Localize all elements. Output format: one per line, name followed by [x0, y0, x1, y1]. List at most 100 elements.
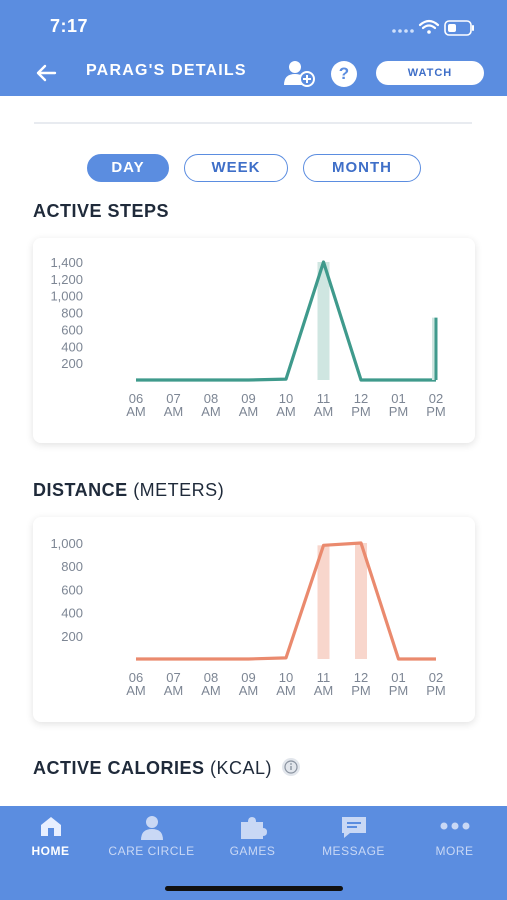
info-icon[interactable] [281, 758, 300, 777]
status-icons [392, 19, 474, 36]
nav-message-label: MESSAGE [322, 844, 385, 858]
highlight-bar [317, 262, 330, 380]
home-indicator [165, 886, 343, 891]
series-line [136, 260, 436, 382]
distance-card: 200 400 600 800 1,000 06 AM 07 AM 08 AM 09 AM 10 AM 11 A… [33, 517, 475, 722]
wifi-icon [418, 19, 440, 34]
back-arrow-icon[interactable] [34, 61, 58, 85]
nav-more-label: MORE [435, 844, 474, 858]
nav-home-label: HOME [31, 844, 70, 858]
divider [34, 122, 472, 124]
x-tick-hour: 08 [204, 391, 218, 406]
tab-month[interactable]: MONTH [303, 154, 421, 182]
nav-care-circle[interactable]: CARE CIRCLE [101, 806, 202, 876]
y-tick-label: 1,400 [50, 255, 83, 270]
x-tick-hour: 07 [166, 670, 180, 685]
bottom-nav: HOME CARE CIRCLE GAMES MESSAGE MORE [0, 806, 507, 900]
x-tick-hour: 07 [166, 391, 180, 406]
x-tick-ampm: AM [126, 683, 146, 698]
x-tick-hour: 12 [354, 391, 368, 406]
x-tick-ampm: AM [276, 683, 296, 698]
more-icon [440, 822, 469, 830]
y-tick-label: 400 [61, 339, 83, 354]
active-steps-card: 200 400 600 800 1,000 1,200 1,400 06 AM 07 AM 08 AM 0… [33, 238, 475, 443]
x-tick-ampm: PM [426, 404, 446, 419]
active-steps-title: ACTIVE STEPS [33, 201, 169, 222]
x-tick-hour: 09 [241, 391, 255, 406]
highlight-bar [355, 543, 367, 659]
distance-chart: 2004006008001,00006AM07AM08AM09AM10AM11A… [50, 536, 446, 698]
distance-title-text: DISTANCE [33, 480, 128, 500]
x-tick-hour: 02 [429, 670, 443, 685]
watch-button[interactable]: WATCH [376, 61, 484, 85]
y-tick-label: 600 [61, 322, 83, 337]
message-icon [341, 817, 366, 838]
y-tick-label: 400 [61, 606, 83, 621]
distance-title: DISTANCE (METERS) [33, 480, 224, 501]
spike-bar [432, 317, 436, 380]
x-tick-hour: 01 [391, 670, 405, 685]
active-steps-title-text: ACTIVE STEPS [33, 201, 170, 221]
nav-games[interactable]: GAMES [202, 806, 303, 876]
x-tick-hour: 08 [204, 670, 218, 685]
x-tick-ampm: AM [164, 683, 184, 698]
add-user-icon[interactable] [282, 59, 316, 87]
x-tick-ampm: AM [314, 404, 334, 419]
active-calories-unit: (KCAL) [210, 758, 273, 778]
app-header: 7:17 PARAG'S DETAILS ? WATCH [0, 0, 507, 96]
y-tick-label: 1,000 [50, 536, 83, 551]
help-icon[interactable]: ? [331, 61, 357, 87]
home-icon [40, 817, 61, 836]
x-tick-ampm: PM [351, 404, 371, 419]
x-tick-ampm: AM [201, 404, 221, 419]
signal-icon [392, 29, 414, 33]
battery-icon [444, 20, 474, 36]
x-tick-ampm: AM [201, 683, 221, 698]
highlight-bar [317, 545, 330, 659]
active-calories-title-text: ACTIVE CALORIES [33, 758, 205, 778]
tab-day[interactable]: DAY [87, 154, 169, 182]
x-tick-hour: 11 [317, 670, 331, 685]
active-calories-title: ACTIVE CALORIES (KCAL) [33, 758, 300, 779]
y-tick-label: 1,000 [50, 289, 83, 304]
y-tick-label: 200 [61, 356, 83, 371]
y-tick-label: 1,200 [50, 272, 83, 287]
distance-unit: (METERS) [133, 480, 225, 500]
x-tick-hour: 11 [317, 391, 331, 406]
x-tick-ampm: PM [351, 683, 371, 698]
nav-games-label: GAMES [229, 844, 276, 858]
x-tick-ampm: AM [314, 683, 334, 698]
nav-care-circle-label: CARE CIRCLE [108, 844, 195, 858]
puzzle-icon [240, 817, 267, 839]
x-tick-ampm: AM [239, 404, 259, 419]
x-tick-ampm: PM [389, 683, 409, 698]
nav-more[interactable]: MORE [404, 806, 505, 876]
y-tick-label: 800 [61, 559, 83, 574]
series-line [136, 541, 436, 661]
x-tick-hour: 06 [129, 670, 143, 685]
page-title: PARAG'S DETAILS [86, 62, 247, 79]
x-tick-hour: 09 [241, 670, 255, 685]
x-tick-ampm: AM [239, 683, 259, 698]
x-tick-ampm: AM [164, 404, 184, 419]
x-tick-hour: 06 [129, 391, 143, 406]
tab-week[interactable]: WEEK [184, 154, 288, 182]
header-row: PARAG'S DETAILS ? WATCH [0, 58, 507, 88]
x-tick-ampm: AM [276, 404, 296, 419]
x-tick-hour: 01 [391, 391, 405, 406]
status-time: 7:17 [50, 16, 89, 36]
y-tick-label: 600 [61, 582, 83, 597]
x-tick-hour: 10 [279, 391, 293, 406]
y-tick-label: 200 [61, 629, 83, 644]
person-icon [140, 816, 163, 840]
active-steps-chart: 2004006008001,0001,2001,40006AM07AM08AM0… [50, 255, 446, 419]
x-tick-ampm: PM [389, 404, 409, 419]
nav-home[interactable]: HOME [0, 806, 101, 876]
y-tick-label: 800 [61, 306, 83, 321]
x-tick-hour: 12 [354, 670, 368, 685]
x-tick-ampm: AM [126, 404, 146, 419]
x-tick-hour: 02 [429, 391, 443, 406]
nav-message[interactable]: MESSAGE [303, 806, 404, 876]
x-tick-ampm: PM [426, 683, 446, 698]
x-tick-hour: 10 [279, 670, 293, 685]
